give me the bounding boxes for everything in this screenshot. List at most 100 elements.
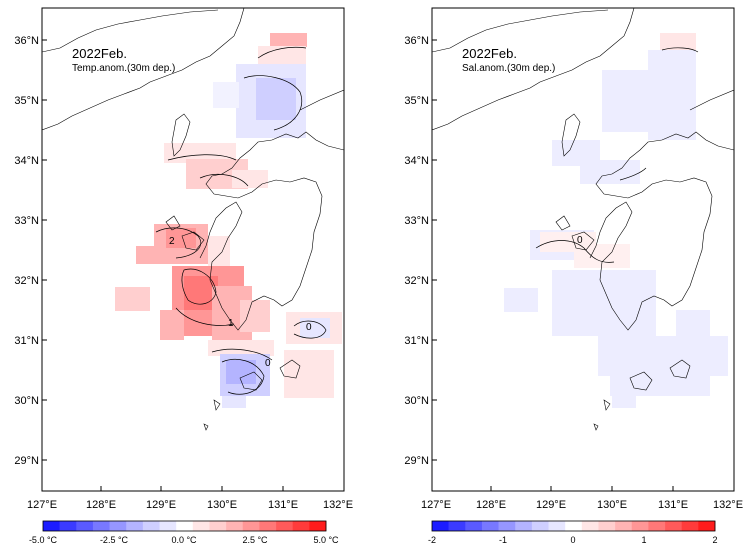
islet (203, 423, 209, 431)
colorbar-swatch (109, 521, 127, 531)
lat-label: 30°N (14, 395, 39, 407)
temp-contours (155, 46, 327, 395)
sal-cell (598, 336, 728, 376)
korea-coast (42, 9, 219, 53)
temp-cell (240, 300, 270, 332)
colorbar-swatch (432, 521, 449, 531)
kyushu-coast (589, 131, 734, 331)
goto-islands (571, 231, 595, 251)
colorbar-swatch (76, 521, 94, 531)
colorbar-swatch (126, 521, 144, 531)
lat-label: 35°N (14, 95, 39, 107)
colorbar-tick-label: 0.0 °C (171, 535, 197, 545)
contour-line (293, 320, 327, 339)
lat-label: 34°N (14, 155, 39, 167)
temp-ticks (42, 39, 284, 491)
contour-line (535, 240, 615, 263)
temp-cell (136, 246, 212, 264)
colorbar-tick-label: 5.0 °C (313, 535, 339, 545)
honshu-coast (689, 89, 734, 111)
temp-cell (213, 82, 239, 108)
lat-label: 32°N (14, 275, 39, 287)
colorbar-swatch (615, 521, 633, 531)
lat-label: 29°N (404, 455, 429, 467)
lat-label: 33°N (14, 215, 39, 227)
sal-panel: 2022Feb. Sal.anom.(30m dep.) 0 36°N 35°N… (404, 7, 743, 545)
temp-contour-label: 0 (265, 358, 271, 369)
temp-cell (222, 396, 246, 408)
colorbar-swatch (242, 521, 260, 531)
sal-title-line1: 2022Feb. (462, 46, 517, 61)
temp-cell (232, 170, 268, 188)
korea-south-coast (42, 8, 245, 131)
colorbar-swatch (481, 521, 499, 531)
lat-label: 36°N (404, 35, 429, 47)
temp-lon-labels: 127°E 128°E 129°E 130°E 131°E 132°E (27, 499, 353, 511)
colorbar-swatch (665, 521, 683, 531)
temp-cell (256, 78, 296, 120)
sal-cell (612, 396, 636, 408)
colorbar-swatch (209, 521, 227, 531)
sal-cell (676, 310, 710, 338)
colorbar-tick-label: -2 (428, 535, 436, 545)
colorbar-tick-label: -1 (499, 535, 507, 545)
tanegashima (279, 359, 301, 379)
contour-line (211, 348, 273, 361)
temp-lat-labels: 36°N 35°N 34°N 33°N 32°N 31°N 30°N 29°N (14, 35, 39, 467)
goto-islet (165, 215, 181, 231)
temp-cell (166, 228, 196, 248)
goto-islands (181, 231, 205, 251)
temp-colorbar-frame (42, 520, 327, 532)
sal-lon-labels: 127°E 128°E 129°E 130°E 131°E 132°E (421, 499, 743, 511)
sal-colorbar-frame (431, 520, 716, 532)
sal-coastlines (432, 8, 734, 431)
contour-line (181, 268, 217, 305)
lat-label: 33°N (404, 215, 429, 227)
contour-line (175, 307, 235, 326)
lon-label: 131°E (658, 499, 688, 511)
sal-contour-label: 0 (577, 235, 583, 246)
temp-contour-label: 2 (169, 236, 175, 247)
colorbar-tick-label: -2.5 °C (100, 535, 129, 545)
sal-cell (552, 270, 656, 336)
colorbar-swatch (531, 521, 549, 531)
colorbar-swatch (681, 521, 699, 531)
lat-label: 35°N (404, 95, 429, 107)
colorbar-swatch (448, 521, 466, 531)
sal-title-line2: Sal.anom.(30m dep.) (462, 63, 555, 74)
sal-anomaly-field (504, 33, 728, 408)
temp-panel: 2022Feb. Temp.anom.(30m dep.) 2 1 0 0 36… (14, 7, 353, 545)
contour-line (221, 359, 265, 395)
lat-label: 32°N (404, 275, 429, 287)
colorbar-swatch (698, 521, 716, 531)
colorbar-swatch (598, 521, 616, 531)
lat-label: 36°N (14, 35, 39, 47)
lon-label: 130°E (597, 499, 627, 511)
lat-label: 34°N (404, 155, 429, 167)
temp-title-line2: Temp.anom.(30m dep.) (72, 63, 175, 74)
sal-ticks (432, 39, 674, 491)
lat-label: 31°N (404, 335, 429, 347)
contour-line (619, 167, 647, 181)
sal-map-frame (431, 7, 735, 492)
contour-line (155, 227, 202, 259)
temp-contour-label: 1 (228, 318, 234, 329)
sal-cell (580, 160, 640, 184)
colorbar-swatch (515, 521, 533, 531)
colorbar-tick-label: 2 (712, 535, 717, 545)
korea-south-coast (432, 8, 635, 131)
islet (603, 399, 611, 411)
colorbar-swatch (43, 521, 60, 531)
lon-label: 131°E (268, 499, 298, 511)
temp-cell (258, 46, 306, 64)
sal-cell (648, 50, 696, 140)
temp-cell (208, 340, 274, 356)
colorbar-swatch (581, 521, 599, 531)
colorbar-swatch (309, 521, 327, 531)
temp-coastlines (42, 8, 344, 431)
lon-label: 128°E (86, 499, 116, 511)
colorbar-swatch (548, 521, 566, 531)
colorbar-tick-label: 1 (641, 535, 646, 545)
contour-line (167, 154, 237, 161)
temp-anomaly-field (115, 33, 342, 408)
